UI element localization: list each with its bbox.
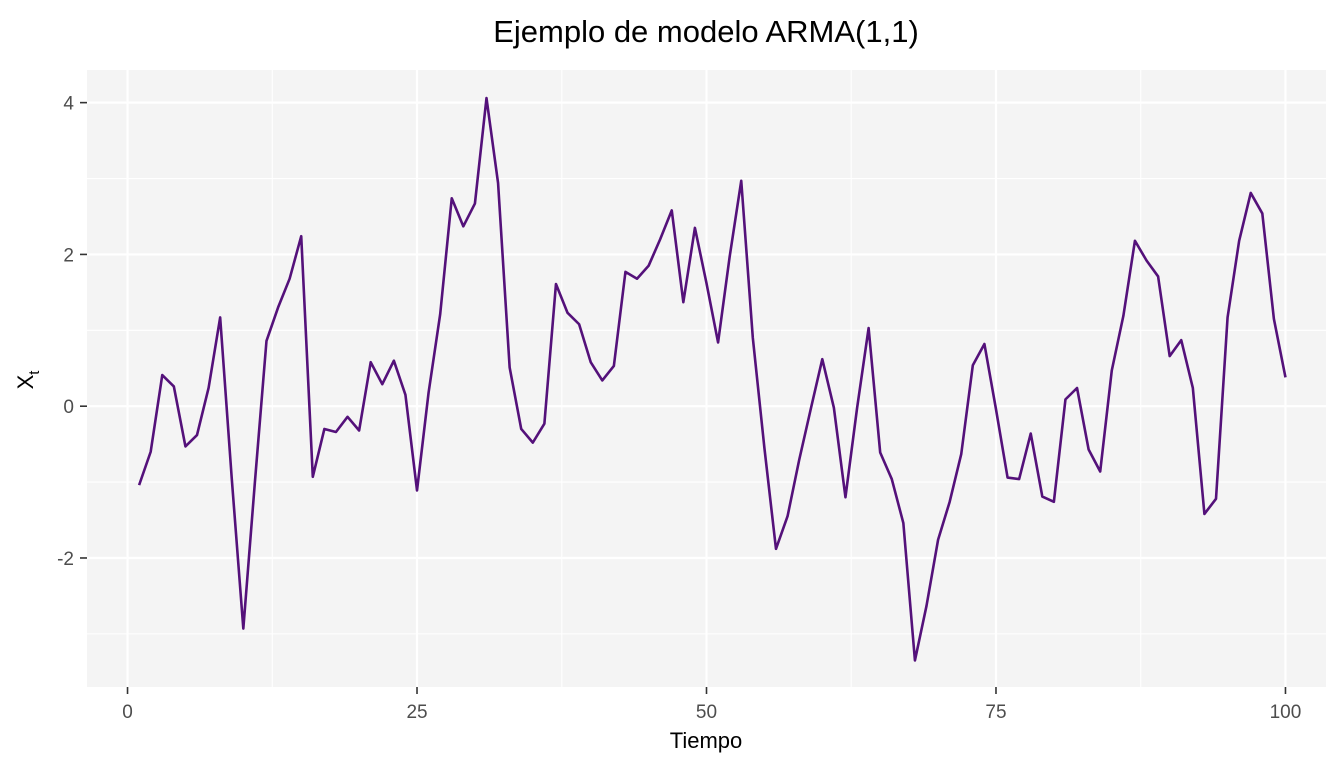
x-axis-title: Tiempo	[670, 728, 743, 753]
y-axis-title: Xt	[13, 370, 43, 390]
x-tick-label: 0	[122, 702, 133, 723]
chart-title: Ejemplo de modelo ARMA(1,1)	[493, 14, 919, 49]
x-tick-label: 25	[406, 702, 427, 723]
y-axis-title-main: X	[13, 374, 38, 389]
y-tick-label: 4	[63, 94, 74, 115]
x-tick-label: 100	[1270, 702, 1302, 723]
series-layer	[137, 96, 1287, 662]
x-tick-label: 50	[696, 702, 717, 723]
y-axis-title-subscript: t	[26, 370, 43, 375]
x-axis: 0 25 50 75 100	[122, 687, 1301, 723]
y-tick-label: -2	[57, 549, 74, 570]
x-tick-label: 75	[985, 702, 1006, 723]
y-tick-label: 2	[63, 245, 74, 266]
series-line	[137, 96, 1287, 662]
y-tick-label: 0	[63, 397, 74, 418]
major-gridlines	[87, 70, 1326, 687]
y-axis: -2 0 2 4	[57, 94, 87, 570]
